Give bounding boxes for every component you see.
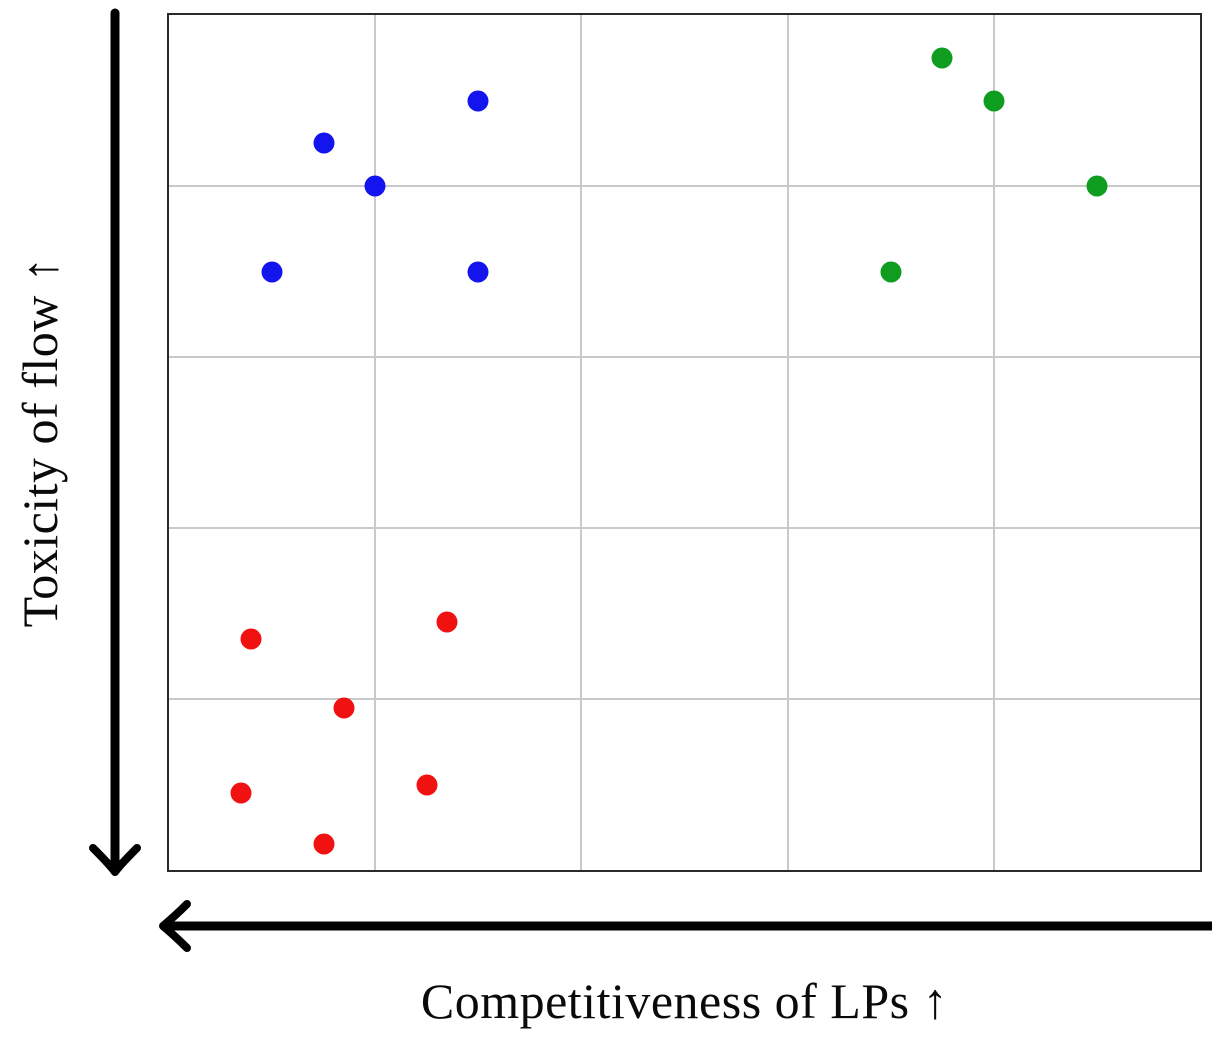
blue-cluster-point [313, 132, 335, 154]
y-axis-arrow [89, 8, 141, 876]
gridline [169, 527, 1200, 529]
x-axis-label: Competitiveness of LPs ↑ [420, 973, 949, 1029]
green-cluster-point [880, 261, 902, 282]
gridline [580, 15, 583, 870]
y-axis-label: Toxicity of flow ↑ [12, 256, 68, 628]
blue-cluster-point [364, 175, 386, 197]
red-cluster-point [230, 782, 252, 804]
gridline [169, 356, 1200, 358]
y-axis-arrowhead-icon [89, 844, 141, 876]
x-axis-arrow [159, 900, 1212, 952]
red-cluster-point [240, 628, 262, 650]
plot-area [167, 13, 1202, 872]
gridline [374, 15, 377, 870]
green-cluster-point [983, 90, 1005, 111]
red-cluster-point [416, 774, 438, 795]
gridline [169, 185, 1200, 187]
x-axis-arrowhead-icon [159, 900, 191, 952]
gridline [169, 698, 1200, 700]
blue-cluster-point [261, 261, 283, 282]
green-cluster-point [1086, 175, 1108, 197]
blue-cluster-point [467, 90, 489, 111]
gridline [992, 15, 995, 870]
gridline [786, 15, 789, 870]
red-cluster-point [333, 697, 355, 719]
green-cluster-point [931, 47, 953, 69]
blue-cluster-point [467, 261, 489, 282]
red-cluster-point [313, 833, 335, 855]
red-cluster-point [436, 611, 458, 633]
